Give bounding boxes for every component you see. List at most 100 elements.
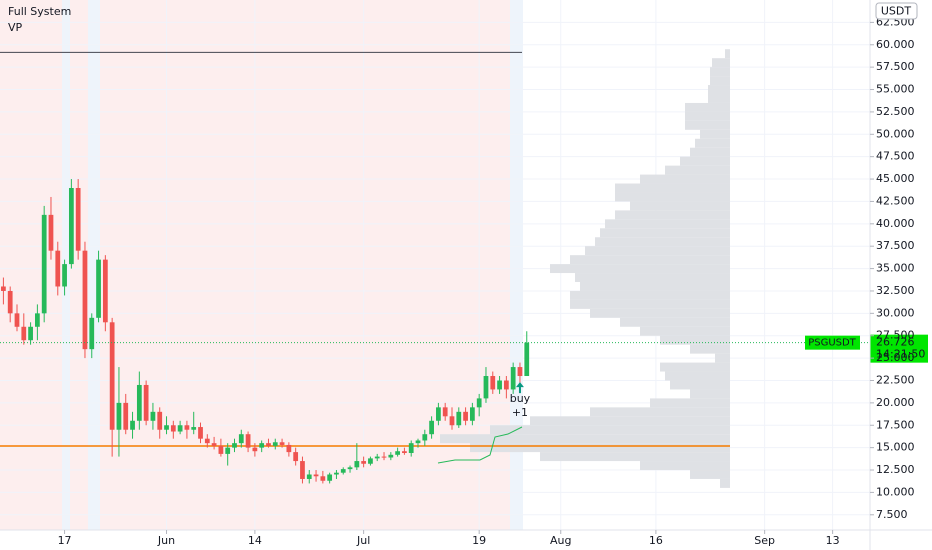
candle-body (449, 416, 455, 426)
volume-profile-bar (665, 371, 730, 381)
candle-body (381, 456, 387, 458)
candle-body (136, 384, 142, 421)
volume-profile-bar (595, 237, 730, 247)
candle-body (259, 443, 265, 448)
candle-body (82, 250, 88, 350)
volume-profile-bar (640, 174, 730, 184)
y-tick-label: 20.000 (876, 396, 915, 409)
candle-body (517, 367, 523, 377)
y-tick-label: 12.500 (876, 463, 915, 476)
symbol-tag (805, 335, 860, 350)
candle-body (266, 443, 271, 446)
candle-body (75, 188, 81, 251)
volume-profile-bar (715, 353, 730, 363)
volume-profile-bar (720, 478, 730, 488)
currency-label[interactable]: USDT (881, 5, 912, 18)
volume-profile-bar (640, 326, 730, 336)
volume-profile-bar (660, 362, 730, 372)
y-tick-label: 25.000 (876, 351, 915, 364)
candle-body (463, 411, 468, 421)
volume-profile-bar (700, 129, 730, 139)
candle-body (334, 472, 339, 475)
volume-profile-bar (640, 461, 730, 471)
volume-profile-bar (550, 264, 730, 274)
candle-body (395, 451, 400, 455)
volume-profile-bar (570, 255, 730, 265)
candle-body (347, 467, 353, 470)
y-tick-label: 50.000 (876, 127, 915, 140)
candle-body (102, 259, 108, 323)
price-tag-label: 26.726 (876, 336, 915, 349)
x-tick-label: 17 (58, 534, 72, 547)
candle-body (1, 286, 6, 291)
candle-body (238, 434, 244, 444)
volume-profile-bar (530, 416, 730, 426)
x-tick-label: Jun (157, 534, 175, 547)
candle-body (191, 427, 197, 430)
candle-body (503, 380, 509, 390)
candle-body (490, 376, 496, 390)
volume-profile-bar (590, 308, 730, 318)
volume-profile-bar (650, 398, 730, 408)
candle-body (48, 214, 54, 251)
candle-body (422, 434, 428, 441)
indicator-line (437, 426, 523, 464)
y-tick-label: 22.500 (876, 373, 915, 386)
candle-body (470, 407, 475, 421)
volume-profile-bar (680, 156, 730, 166)
volume-profile-bar (470, 443, 730, 453)
candle-body (272, 442, 278, 446)
volume-profile-bar (615, 192, 730, 202)
candle-body (21, 326, 27, 341)
candle-body (7, 290, 13, 314)
volume-profile-bar (710, 76, 730, 86)
candle-body (327, 474, 333, 481)
x-tick-label: Jul (356, 534, 370, 547)
candle-body (211, 443, 217, 446)
candle-body (157, 411, 163, 430)
candle-body (184, 425, 190, 430)
y-tick-label: 37.500 (876, 239, 915, 252)
volume-profile-bar (690, 389, 730, 399)
session-background (0, 0, 522, 530)
candle-body (320, 476, 326, 481)
volume-profile-bar (690, 344, 730, 354)
volume-profile-bar (570, 290, 730, 300)
candle-body (483, 376, 489, 399)
volume-profile (440, 49, 730, 488)
candle-body (306, 474, 312, 479)
candle-body (41, 214, 47, 314)
volume-profile-bar (708, 94, 730, 103)
countdown-label: 14:21:50 (876, 348, 925, 361)
currency-box[interactable] (875, 2, 918, 20)
candle-body (368, 458, 373, 464)
volume-profile-bar (670, 380, 730, 390)
y-tick-label: 32.500 (876, 284, 915, 297)
x-tick-label: 16 (649, 534, 663, 547)
y-tick-label: 42.500 (876, 194, 915, 207)
volume-profile-bar (630, 201, 730, 211)
candle-body (170, 425, 176, 432)
y-tick-label: 7.500 (876, 508, 908, 521)
candle-body (28, 326, 33, 341)
volume-profile-bar (690, 470, 730, 479)
candle-body (35, 313, 40, 327)
y-tick-label: 35.000 (876, 262, 915, 275)
candle-body (361, 461, 367, 464)
candle-body (68, 188, 74, 265)
volume-profile-bar (600, 228, 730, 238)
volume-profile-bar (685, 120, 730, 130)
y-tick-label: 17.500 (876, 418, 915, 431)
candle-body (150, 411, 156, 421)
candle-body (204, 438, 210, 444)
candle-body (245, 434, 251, 448)
signal-arrow (515, 382, 524, 394)
volume-profile-bar (665, 165, 730, 175)
volume-profile-bar (708, 85, 730, 95)
candle-body (476, 398, 482, 408)
y-tick-label: 60.000 (876, 38, 915, 51)
candle-body (225, 447, 231, 454)
indicator-label: Full System (8, 5, 71, 18)
